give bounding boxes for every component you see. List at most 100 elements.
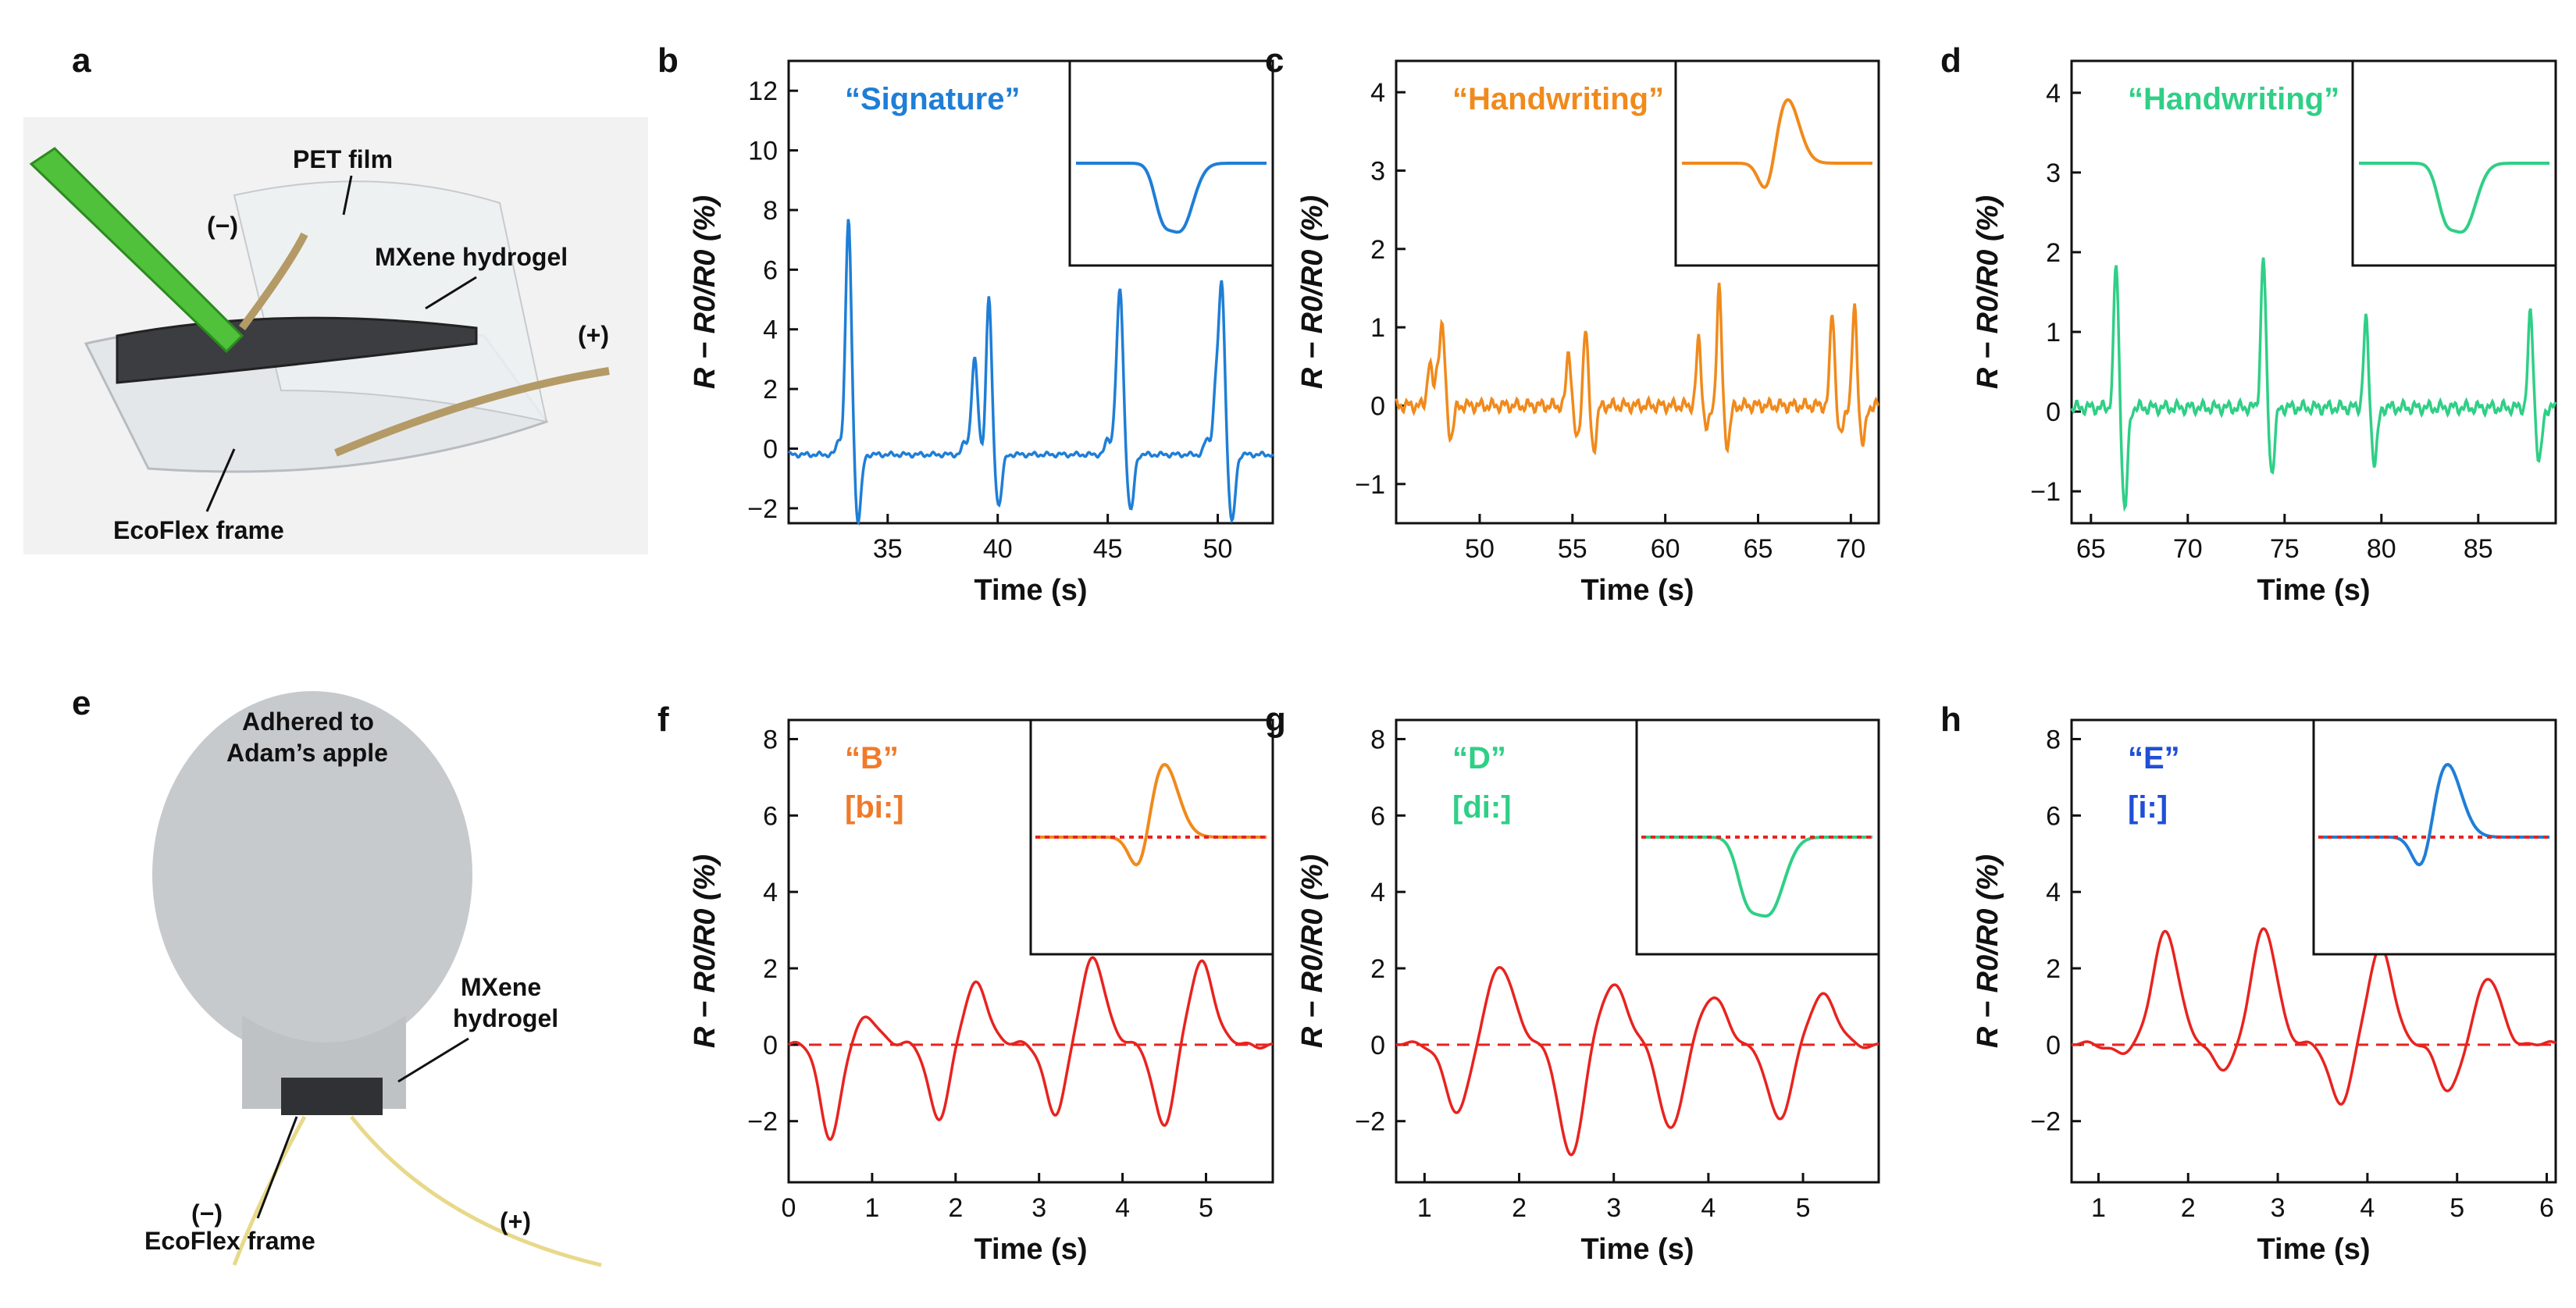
mxene-arrow-icon (425, 276, 477, 310)
panel-subtitle: [di:] (1452, 790, 1512, 825)
x-tick-label: 5 (1199, 1193, 1213, 1223)
y-tick-label: −2 (747, 1107, 778, 1137)
panel-title: “B” (845, 741, 899, 775)
x-tick-label: 4 (2360, 1193, 2375, 1223)
ecoflex-arrow-icon (205, 448, 236, 512)
ecoflex-arrow-icon (256, 1116, 298, 1219)
x-tick-label: 1 (864, 1193, 879, 1223)
panel-label-c: c (1265, 41, 1284, 80)
panel-subtitle: [bi:] (845, 790, 904, 825)
series-line (788, 956, 1274, 1141)
x-tick-label: 0 (782, 1193, 796, 1223)
chart-panel-g: g 1 2 3 4 5 −2 0 2 4 6 8 Time (s) R − R0/R0 (%) “D” [di… (1265, 700, 1880, 1266)
annotation-ecoflex: EcoFlex frame (113, 516, 284, 544)
y-tick-label: 4 (2046, 79, 2061, 109)
stylus-pen-shape (29, 147, 244, 354)
y-tick-label: 3 (2046, 159, 2061, 188)
x-tick-label: 45 (1093, 534, 1123, 564)
panel-label-g: g (1265, 700, 1286, 739)
annotation-minus: (−) (191, 1199, 223, 1228)
y-tick-label: 3 (1370, 156, 1385, 186)
x-tick-label: 80 (2367, 534, 2396, 564)
head-shape (152, 691, 472, 1058)
x-tick-label: 4 (1115, 1193, 1130, 1223)
y-tick-label: 4 (763, 315, 778, 345)
x-tick-label: 2 (2181, 1193, 2196, 1223)
x-tick-label: 5 (1796, 1193, 1811, 1223)
y-tick-label: 0 (763, 1031, 778, 1060)
y-tick-label: −2 (1355, 1107, 1385, 1137)
annotation-plus: (+) (500, 1207, 531, 1235)
x-tick-label: 55 (1558, 534, 1587, 564)
series-line (787, 219, 1274, 526)
y-tick-label: 6 (2046, 801, 2061, 831)
y-tick-label: 4 (1370, 78, 1385, 108)
y-tick-label: −1 (1355, 470, 1385, 500)
plot-frame (787, 59, 1274, 525)
panel-label-a: a (72, 41, 91, 80)
y-tick-label: 8 (763, 196, 778, 226)
x-axis-title: Time (s) (2257, 1233, 2370, 1266)
annotation-mxene: MXene hydrogel (375, 243, 568, 271)
pet-film-shape (233, 180, 548, 423)
panel-title: “Signature” (845, 82, 1020, 116)
panel-label-f: f (657, 700, 669, 739)
y-tick-label: 0 (763, 435, 778, 465)
y-tick-label: 2 (1370, 235, 1385, 265)
mxene-arrow-icon (397, 1037, 469, 1083)
plot-frame (1395, 59, 1880, 525)
y-tick-label: 6 (763, 801, 778, 831)
x-tick-label: 1 (1417, 1193, 1432, 1223)
y-tick-label: 6 (1370, 801, 1385, 831)
annotation-plus: (+) (578, 321, 609, 349)
pet-arrow-icon (342, 175, 353, 216)
x-tick-label: 35 (873, 534, 903, 564)
x-tick-label: 65 (1744, 534, 1773, 564)
x-tick-label: 70 (2173, 534, 2203, 564)
x-axis-title: Time (s) (1580, 1233, 1694, 1266)
panel-title: “E” (2128, 741, 2180, 775)
y-axis-title: R − R0/R0 (%) (1296, 195, 1329, 389)
x-tick-label: 2 (948, 1193, 963, 1223)
y-tick-label: 2 (1370, 954, 1385, 984)
plot-frame (2070, 59, 2557, 525)
y-tick-label: 2 (763, 375, 778, 405)
y-axis-title: R − R0/R0 (%) (1972, 854, 2004, 1048)
panel-label-h: h (1940, 700, 1961, 739)
x-tick-label: 50 (1203, 534, 1233, 564)
annotation-adhered-1: Adhered to (242, 707, 374, 736)
panel-label-b: b (657, 41, 679, 80)
x-axis-title: Time (s) (1580, 574, 1694, 607)
x-tick-label: 3 (1606, 1193, 1621, 1223)
y-tick-label: 12 (748, 77, 778, 106)
panel-title: “Handwriting” (1452, 82, 1664, 116)
x-tick-label: 60 (1651, 534, 1680, 564)
chart-panel-c: c 50 55 60 65 70 −1 0 1 2 3 4 Time (s) R − R0/R0 (%) “… (1265, 41, 1880, 607)
y-tick-label: 8 (763, 725, 778, 754)
x-tick-label: 3 (1031, 1193, 1046, 1223)
x-axis-title: Time (s) (974, 574, 1087, 607)
series-line (2071, 927, 2556, 1106)
annotation-pet-film: PET film (293, 145, 393, 173)
x-tick-label: 6 (2539, 1193, 2554, 1223)
panel-a: a PET film (−) MXene hydrogel (+) EcoFle… (23, 41, 648, 554)
x-tick-label: 4 (1701, 1193, 1716, 1223)
y-tick-label: 2 (2046, 954, 2061, 984)
y-tick-label: 0 (1370, 1031, 1385, 1060)
inset-series-line (1076, 162, 1267, 234)
y-tick-label: 10 (748, 137, 778, 166)
annotation-mxene-2: hydrogel (453, 1004, 558, 1032)
y-axis-title: R − R0/R0 (%) (1972, 195, 2004, 389)
chart-panel-h: h 1 2 3 4 5 6 −2 0 2 4 6 8 Time (s) R − R0/R0 (%) “E” [i… (1940, 700, 2557, 1266)
chart-panel-d: d 65 70 75 80 85 −1 0 1 2 3 4 Time (s) R − R0/R0 (%) “… (1940, 41, 2557, 607)
annotation-ecoflex: EcoFlex frame (144, 1227, 315, 1255)
panel-label-e: e (72, 684, 91, 722)
y-tick-label: 0 (2046, 1031, 2061, 1060)
series-line (2070, 257, 2557, 512)
x-tick-label: 65 (2076, 534, 2106, 564)
y-tick-label: −2 (747, 494, 778, 524)
y-tick-label: 2 (2046, 238, 2061, 268)
chart-panel-f: f 0 1 2 3 4 5 −2 0 2 4 6 8 Time (s) R − R0/R0 (%) “B” [b… (657, 700, 1274, 1266)
y-tick-label: 0 (1370, 391, 1385, 421)
